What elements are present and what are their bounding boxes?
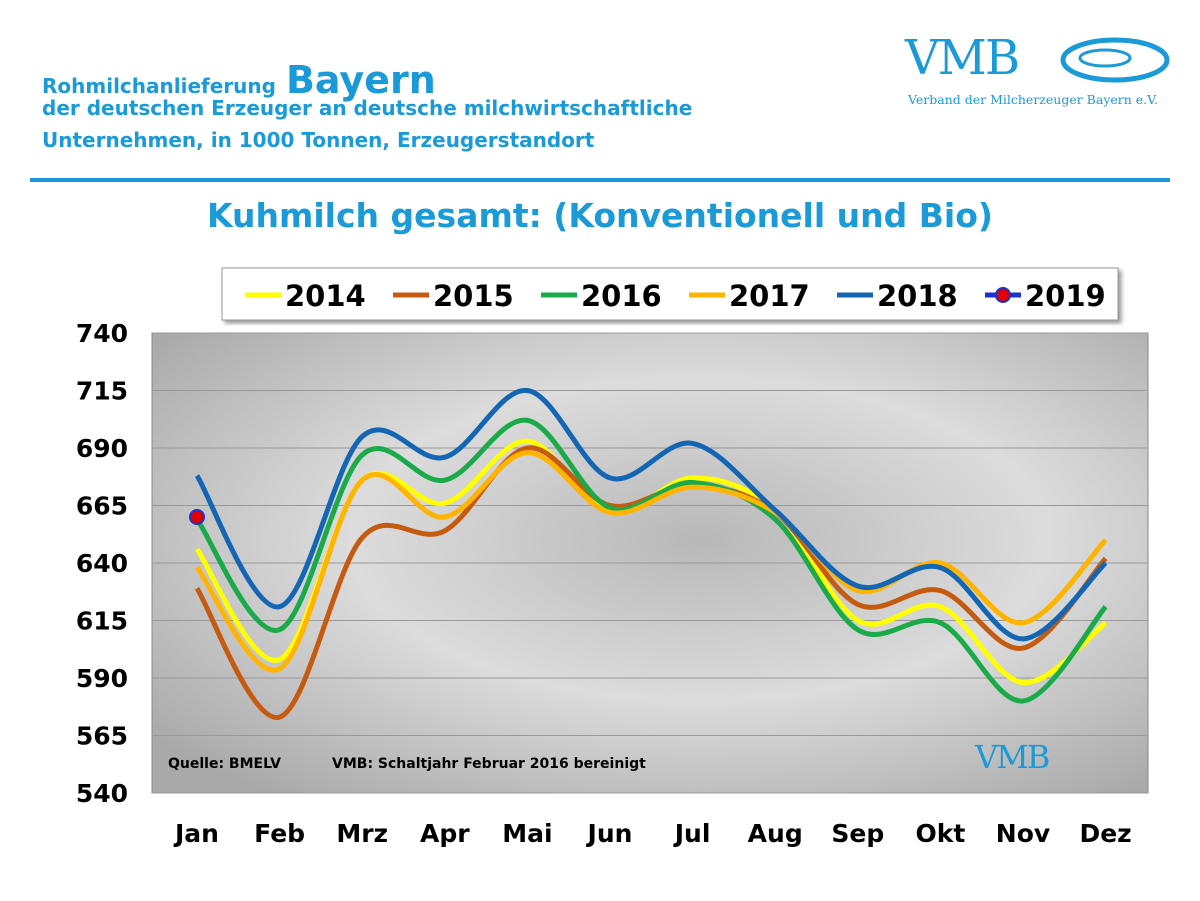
legend-label-2016: 2016 <box>581 279 662 313</box>
y-tick-label: 565 <box>76 722 128 751</box>
source-annotation: Quelle: BMELV <box>168 756 281 772</box>
legend-label-2017: 2017 <box>729 279 810 313</box>
header-line2: der deutschen Erzeuger an deutsche milch… <box>42 96 693 120</box>
series-line-2015 <box>194 445 1108 720</box>
x-tick-label: Apr <box>420 819 470 848</box>
vmb-logo: VMB Verband der Milcherzeuger Bayern e.V… <box>905 30 1175 115</box>
watermark-logo: VMB <box>974 738 1049 776</box>
logo-swirl-icon <box>1060 37 1170 83</box>
x-tick-label: Mrz <box>336 819 388 848</box>
y-tick-label: 540 <box>76 779 128 808</box>
x-tick-label: Aug <box>748 819 803 848</box>
legend-label-2018: 2018 <box>877 279 958 313</box>
logo-text: VMB <box>905 30 1020 86</box>
header-divider <box>30 178 1170 182</box>
x-tick-label: Okt <box>915 819 965 848</box>
x-tick-label: Jan <box>173 819 219 848</box>
legend-label-2014: 2014 <box>285 279 366 313</box>
x-tick-label: Jun <box>586 819 633 848</box>
point-2019 <box>189 509 205 525</box>
y-tick-label: 640 <box>76 549 128 578</box>
title-prefix: Rohmilchanlieferung <box>42 74 276 98</box>
x-tick-label: Jul <box>673 819 711 848</box>
header-line3: Unternehmen, in 1000 Tonnen, Erzeugersta… <box>42 128 595 152</box>
legend-label-2015: 2015 <box>433 279 514 313</box>
legend-marker <box>995 287 1011 303</box>
y-tick-label: 590 <box>76 664 128 693</box>
note-annotation: VMB: Schaltjahr Februar 2016 bereinigt <box>332 756 646 772</box>
series-line-2016 <box>194 417 1108 704</box>
x-tick-label: Mai <box>502 819 552 848</box>
x-tick-label: Dez <box>1079 819 1131 848</box>
legend-label-2019: 2019 <box>1025 279 1106 313</box>
x-tick-label: Sep <box>831 819 884 848</box>
x-tick-label: Nov <box>996 819 1050 848</box>
title-region: Bayern <box>285 58 436 102</box>
logo-subtitle: Verband der Milcherzeuger Bayern e.V. <box>908 92 1158 107</box>
x-tick-label: Feb <box>254 819 305 848</box>
y-tick-label: 740 <box>76 319 128 348</box>
series-line-2017 <box>194 450 1108 673</box>
header-title: Rohmilchanlieferung Bayern <box>42 58 436 102</box>
y-tick-label: 690 <box>76 434 128 463</box>
y-tick-label: 665 <box>76 492 128 521</box>
y-tick-label: 615 <box>76 607 128 636</box>
chart-title: Kuhmilch gesamt: (Konventionell und Bio) <box>207 196 993 235</box>
series-line-2018 <box>194 387 1108 642</box>
y-tick-label: 715 <box>76 377 128 406</box>
legend <box>221 267 1119 321</box>
